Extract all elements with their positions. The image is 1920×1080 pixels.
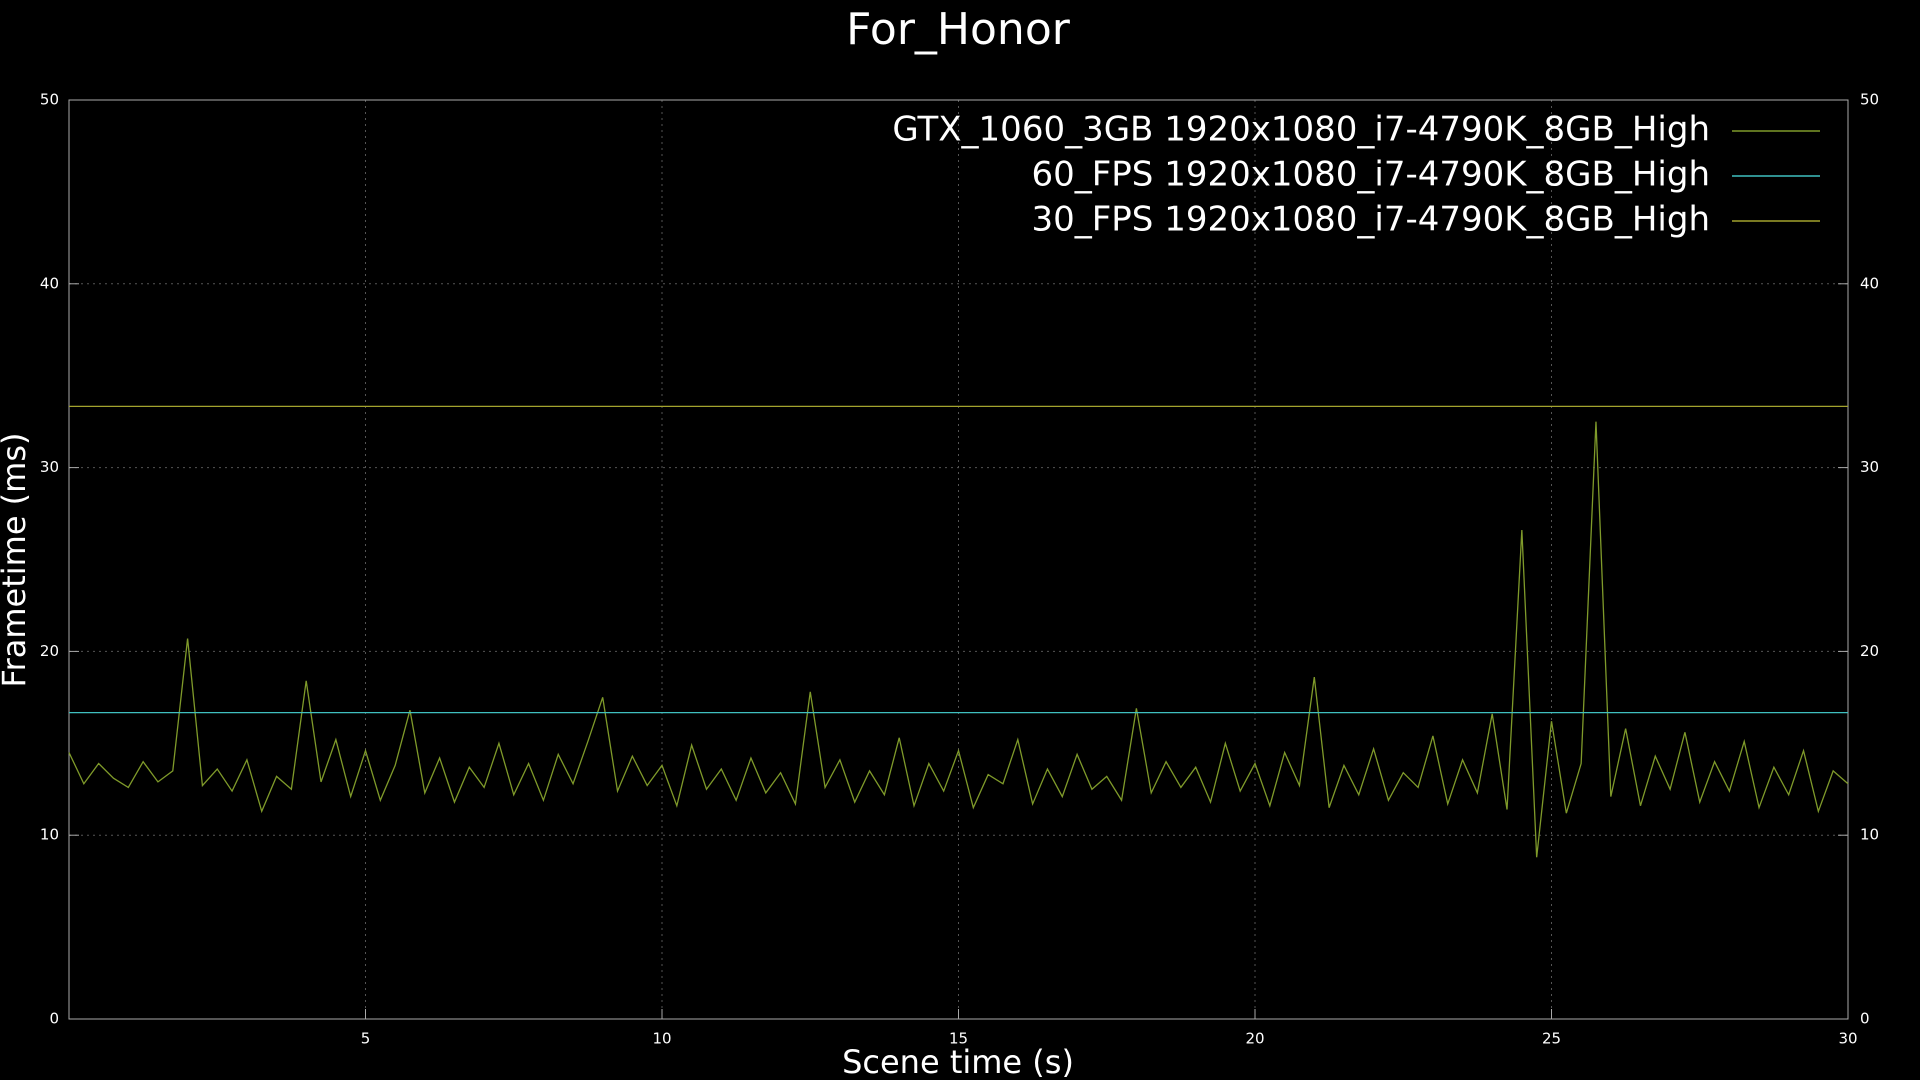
x-tick-label: 5 <box>361 1030 371 1048</box>
x-tick-label: 25 <box>1542 1030 1561 1048</box>
y-tick-label: 0 <box>49 1010 59 1028</box>
y-tick-label: 40 <box>40 274 59 292</box>
y2-tick-label: 50 <box>1860 91 1879 109</box>
y-axis-label: Frametime (ms) <box>0 433 33 688</box>
x-tick-label: 30 <box>1838 1030 1857 1048</box>
y-tick-label: 30 <box>40 458 59 476</box>
plot-frame <box>68 99 1849 1020</box>
legend-label: 60_FPS 1920x1080_i7-4790K_8GB_High <box>1031 155 1710 195</box>
x-tick-label: 10 <box>652 1030 671 1048</box>
legend-label: GTX_1060_3GB 1920x1080_i7-4790K_8GB_High <box>892 110 1710 150</box>
y-tick-label: 10 <box>40 826 59 844</box>
legend-label: 30_FPS 1920x1080_i7-4790K_8GB_High <box>1031 200 1710 240</box>
x-tick-label: 15 <box>949 1030 968 1048</box>
series-line <box>68 421 1849 858</box>
x-tick-label: 20 <box>1245 1030 1264 1048</box>
y2-tick-label: 30 <box>1860 458 1879 476</box>
x-axis-label: Scene time (s) <box>842 1043 1074 1080</box>
y2-tick-label: 40 <box>1860 274 1879 292</box>
y2-tick-label: 20 <box>1860 642 1879 660</box>
chart-title: For_Honor <box>846 4 1071 55</box>
y2-tick-label: 0 <box>1860 1010 1870 1028</box>
y-tick-label: 50 <box>40 91 59 109</box>
y-tick-label: 20 <box>40 642 59 660</box>
y2-tick-label: 10 <box>1860 826 1879 844</box>
